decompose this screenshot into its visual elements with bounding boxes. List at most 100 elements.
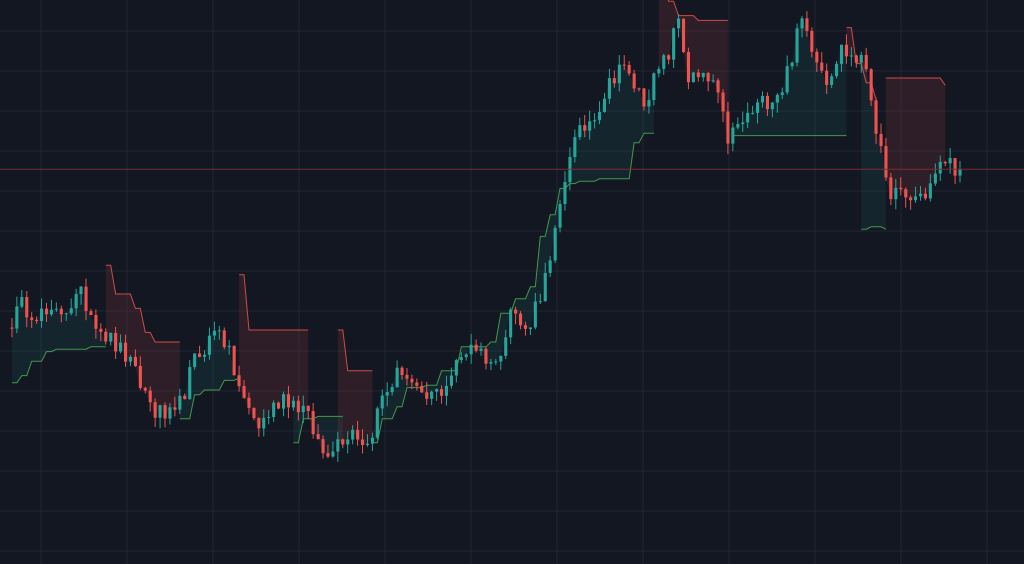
candle	[104, 328, 108, 345]
candle-body	[341, 439, 345, 445]
candle	[800, 15, 804, 38]
candle-body	[840, 44, 844, 64]
candle	[474, 339, 478, 353]
candle-body	[736, 124, 740, 128]
candle-body	[410, 378, 414, 383]
stop-line-up	[11, 346, 106, 384]
candle-body	[943, 161, 947, 164]
candle-body	[69, 308, 73, 314]
candle-body	[415, 382, 419, 386]
candle-body	[232, 345, 236, 376]
candle-body	[770, 102, 774, 110]
candle-body	[938, 161, 942, 174]
candle-body	[800, 18, 804, 29]
candle-body	[726, 111, 730, 144]
candle	[509, 307, 513, 345]
candle-body	[563, 182, 567, 205]
candle-body	[553, 227, 557, 261]
stop-line-down	[885, 77, 946, 86]
candle-body	[193, 353, 197, 368]
candle	[637, 87, 641, 92]
candle	[706, 72, 710, 92]
candle	[519, 311, 523, 330]
candle-body	[499, 355, 503, 362]
candle-body	[504, 337, 508, 356]
candle-body	[617, 64, 621, 84]
candle-body	[884, 146, 888, 178]
candle-body	[914, 196, 918, 201]
candle-body	[602, 98, 606, 112]
candle	[173, 396, 177, 417]
candle-body	[30, 317, 34, 320]
candle-body	[711, 80, 715, 82]
candle	[667, 54, 671, 65]
candle-body	[859, 54, 863, 63]
candle	[523, 321, 527, 336]
candle	[686, 47, 690, 90]
candle	[69, 298, 73, 316]
candle	[405, 368, 409, 386]
candle	[415, 378, 419, 391]
candle-body	[677, 18, 681, 29]
candle-body	[282, 394, 286, 409]
candle	[351, 425, 355, 445]
candle-body	[395, 367, 399, 388]
candle	[914, 186, 918, 203]
candle-body	[820, 62, 824, 71]
candle-body	[632, 73, 636, 89]
candle-body	[598, 112, 602, 121]
candle	[484, 346, 488, 370]
candle	[598, 101, 602, 125]
candle	[602, 92, 606, 113]
candle	[143, 386, 147, 394]
candle-body	[889, 177, 893, 200]
candle	[607, 68, 611, 104]
candle-body	[385, 392, 389, 396]
candle	[672, 27, 676, 68]
candle-body	[805, 18, 809, 31]
candle-body	[780, 92, 784, 95]
candle-body	[548, 260, 552, 273]
candle	[464, 353, 468, 361]
candle-body	[835, 63, 839, 77]
candle	[420, 381, 424, 393]
candle	[923, 187, 927, 201]
candle	[840, 44, 844, 72]
candle	[696, 68, 700, 82]
candle	[395, 360, 399, 388]
candle-body	[262, 417, 266, 429]
candle	[919, 185, 923, 201]
candle	[869, 68, 873, 107]
candle	[291, 396, 295, 411]
candle-body	[607, 78, 611, 99]
candle	[109, 332, 113, 346]
candle	[874, 97, 878, 144]
candle-body	[642, 88, 646, 107]
candle-body	[124, 342, 128, 362]
candle-body	[494, 361, 498, 363]
candle-body	[114, 332, 118, 352]
candle	[346, 431, 350, 454]
candle	[425, 381, 429, 406]
candle-body	[370, 437, 374, 444]
candle-body	[267, 417, 271, 418]
candle	[583, 115, 587, 138]
candle	[193, 353, 197, 370]
candle	[64, 312, 68, 321]
candle	[74, 288, 78, 316]
candle	[59, 305, 63, 323]
candle	[711, 74, 715, 83]
candle-body	[558, 204, 562, 228]
candle-body	[474, 344, 478, 351]
candle	[203, 350, 207, 362]
candle-body	[212, 330, 216, 336]
candle-body	[538, 301, 542, 303]
candle	[385, 382, 389, 407]
candle-body	[543, 272, 547, 302]
candle-body	[928, 183, 932, 199]
candle-body	[686, 52, 690, 83]
stop-fill-up	[372, 64, 654, 443]
candle	[617, 55, 621, 92]
